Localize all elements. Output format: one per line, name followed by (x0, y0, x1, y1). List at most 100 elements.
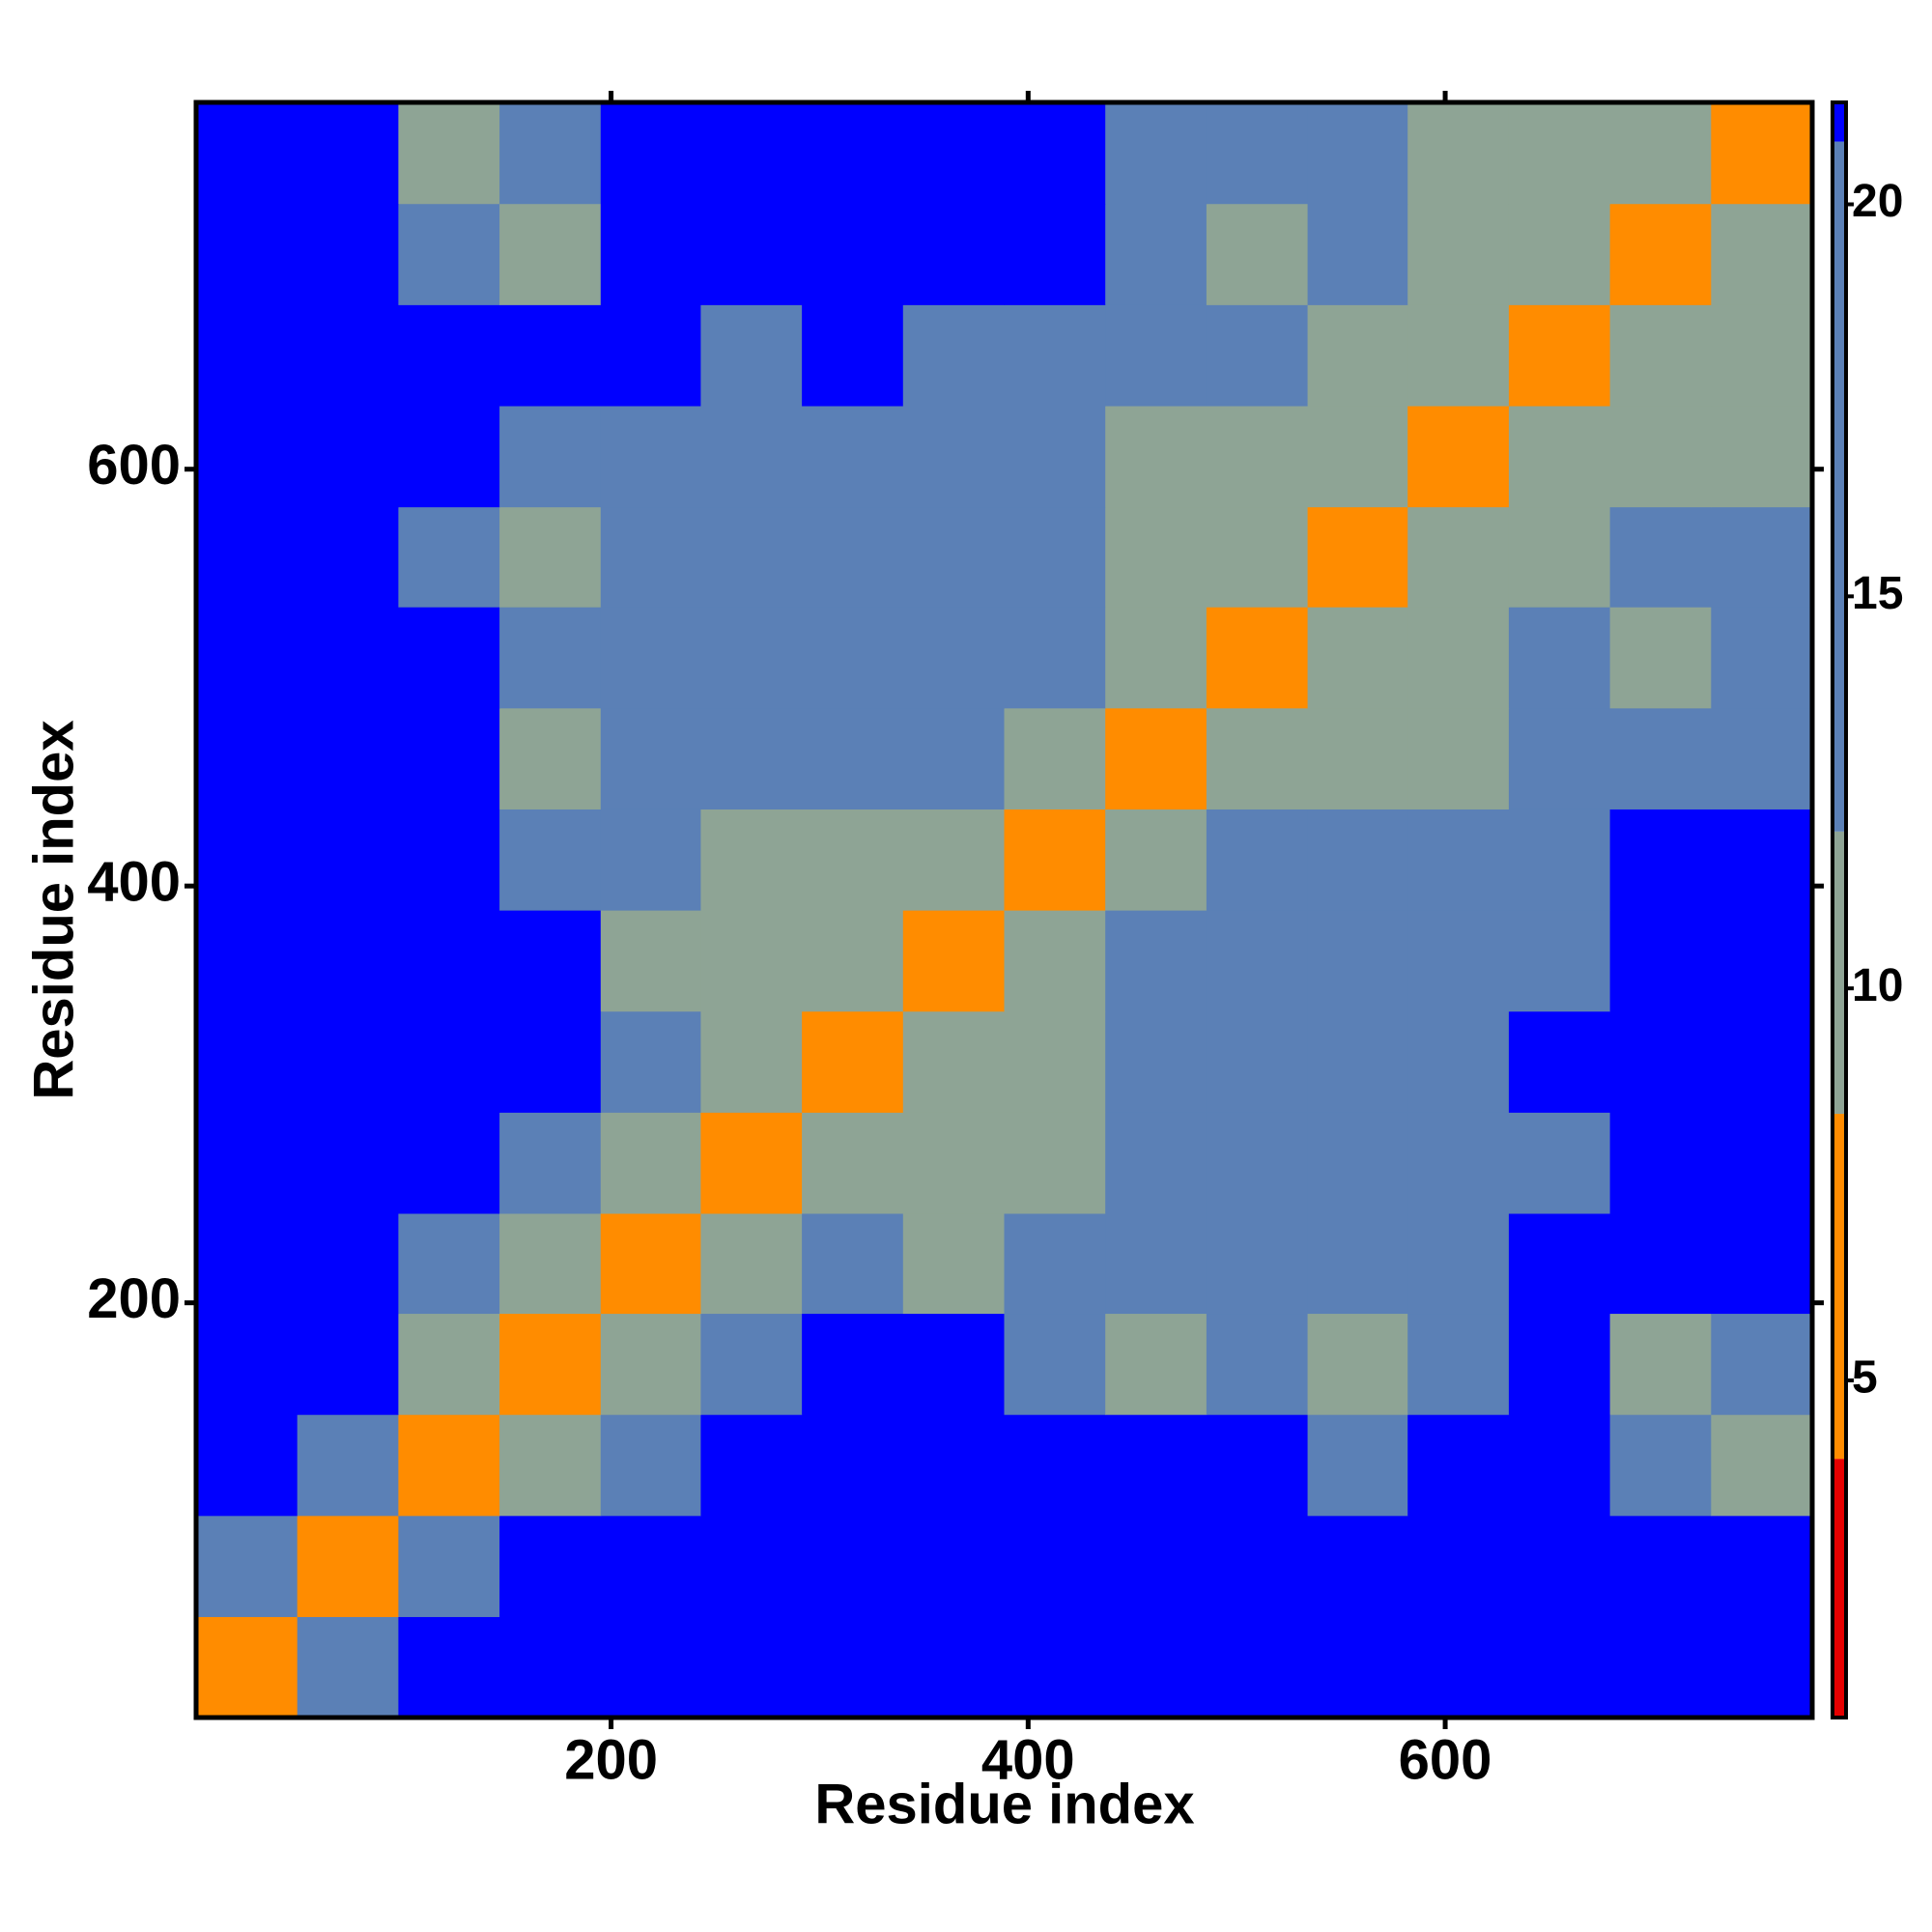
heatmap-cell (1609, 304, 1712, 407)
heatmap-cell (1307, 1112, 1408, 1214)
heatmap-cell (1004, 1112, 1106, 1214)
heatmap-cell (398, 1010, 500, 1113)
heatmap-cell (1609, 910, 1712, 1012)
heatmap-cell (297, 1414, 399, 1517)
heatmap-cell (297, 203, 399, 305)
heatmap-cell (196, 405, 298, 508)
heatmap-cell (1206, 506, 1309, 608)
heatmap-cell (1609, 102, 1712, 205)
heatmap-cell (398, 1212, 500, 1315)
heatmap-cell (700, 304, 803, 407)
heatmap-cell (297, 607, 399, 709)
heatmap-cell (1307, 910, 1408, 1012)
heatmap-cell (196, 1414, 298, 1517)
heatmap-cell (700, 910, 803, 1012)
heatmap-cell (1004, 707, 1106, 810)
heatmap-cell (700, 405, 803, 508)
heatmap-cell (1407, 506, 1510, 608)
heatmap-cell (499, 1010, 602, 1113)
heatmap-cell (1307, 809, 1408, 911)
heatmap-cell (1508, 707, 1611, 810)
heatmap-cell (1508, 405, 1611, 508)
heatmap-cell (297, 304, 399, 407)
heatmap-cell (398, 1515, 500, 1617)
heatmap-cell (1004, 102, 1106, 205)
heatmap-cell (1407, 102, 1510, 205)
heatmap-cell (499, 1616, 602, 1718)
heatmap-cell (1004, 1616, 1106, 1718)
heatmap-cell (1508, 506, 1611, 608)
heatmap-cell (802, 1212, 904, 1315)
heatmap-cell (398, 304, 500, 407)
colorbar-frame (1831, 100, 1848, 1719)
heatmap-cell (802, 1112, 904, 1214)
heatmap-cell (902, 1313, 1006, 1415)
heatmap-cell (1508, 1616, 1611, 1718)
heatmap-cell (1307, 1414, 1408, 1517)
heatmap-cell (499, 1112, 602, 1214)
heatmap-cell (1407, 304, 1510, 407)
heatmap-cell (1609, 707, 1712, 810)
heatmap-cell (600, 607, 702, 709)
heatmap-cell (1307, 304, 1408, 407)
heatmap-cell (1105, 1112, 1208, 1214)
heatmap-cell (1609, 203, 1712, 305)
heatmap-cell (902, 607, 1006, 709)
heatmap-cell (700, 1212, 803, 1315)
heatmap-cell (297, 1616, 399, 1718)
y-tick-label: 200 (87, 1267, 181, 1330)
heatmap-cell (297, 1112, 399, 1214)
heatmap-cell (1508, 304, 1611, 407)
heatmap-cell (700, 1313, 803, 1415)
heatmap-cell (398, 405, 500, 508)
heatmap-cell (1105, 203, 1208, 305)
heatmap-cell (902, 506, 1006, 608)
heatmap-cell (1508, 1515, 1611, 1617)
heatmap-cell (297, 102, 399, 205)
heatmap-cell (1105, 304, 1208, 407)
heatmap-cell (1407, 707, 1510, 810)
heatmap-cell (1004, 1313, 1106, 1415)
heatmap-cell (1206, 1212, 1309, 1315)
heatmap-cell (1508, 102, 1611, 205)
heatmap-cell (1206, 707, 1309, 810)
heatmap-cell (1004, 607, 1106, 709)
heatmap-cell (802, 304, 904, 407)
heatmap-cell (1004, 1515, 1106, 1617)
plot-frame (193, 99, 1815, 1720)
heatmap-cell (1508, 910, 1611, 1012)
heatmap-cell (1105, 607, 1208, 709)
heatmap-cell (1609, 1010, 1712, 1113)
heatmap-cell (1407, 1515, 1510, 1617)
heatmap-cell (1609, 1212, 1712, 1315)
heatmap-cell (902, 910, 1006, 1012)
heatmap-cell (398, 1414, 500, 1517)
heatmap-cell (196, 607, 298, 709)
heatmap-cell (196, 203, 298, 305)
heatmap-cell (1105, 707, 1208, 810)
colorbar-segment (1833, 141, 1846, 832)
heatmap-cell (1105, 1616, 1208, 1718)
heatmap-cell (1711, 910, 1812, 1012)
colorbar-tick-label: 15 (1852, 568, 1903, 619)
heatmap-cells (196, 102, 1812, 1718)
heatmap-cell (1307, 1212, 1408, 1315)
heatmap-cell (196, 910, 298, 1012)
heatmap-cell (1004, 304, 1106, 407)
heatmap-cell (802, 1313, 904, 1415)
heatmap-cell (600, 304, 702, 407)
heatmap-cell (902, 1414, 1006, 1517)
heatmap-cell (1609, 1112, 1712, 1214)
heatmap-cell (1407, 203, 1510, 305)
colorbar-segment (1833, 102, 1846, 142)
y-tick-label: 400 (87, 851, 181, 914)
heatmap-cell (902, 1616, 1006, 1718)
heatmap-cell (1711, 1212, 1812, 1315)
heatmap-cell (1206, 203, 1309, 305)
heatmap-cell (499, 506, 602, 608)
heatmap-cell (902, 1112, 1006, 1214)
heatmap-cell (297, 809, 399, 911)
heatmap-cell (700, 607, 803, 709)
heatmap-cell (398, 607, 500, 709)
